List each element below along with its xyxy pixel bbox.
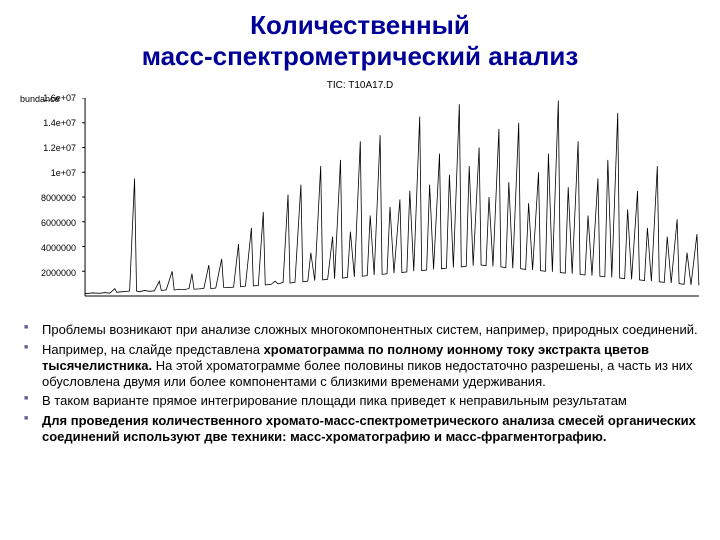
ytick-label: 8000000 <box>20 193 76 203</box>
ytick-label: 2000000 <box>20 268 76 278</box>
title-line2: масс-спектрометрический анализ <box>142 41 579 71</box>
chart-plot <box>80 98 700 298</box>
ytick-label: 1e+07 <box>20 168 76 178</box>
bullet-list: Проблемы возникают при анализе сложных м… <box>20 322 700 445</box>
bullet-item: В таком варианте прямое интегрирование п… <box>24 393 700 409</box>
title-line1: Количественный <box>250 10 470 40</box>
bullet-item: Для проведения количественного хромато-м… <box>24 413 700 446</box>
bullet-item: Проблемы возникают при анализе сложных м… <box>24 322 700 338</box>
chart-title: TIC: T10A17.D <box>327 80 394 91</box>
ytick-label: 1.2e+07 <box>20 143 76 153</box>
bullet-item: Например, на слайде представлена хромато… <box>24 342 700 391</box>
slide-title: Количественный масс-спектрометрический а… <box>20 10 700 72</box>
chromatogram-chart: TIC: T10A17.D bundance 1.6e+071.4e+071.2… <box>20 80 700 310</box>
ytick-label: 6000000 <box>20 218 76 228</box>
ytick-label: 1.6e+07 <box>20 93 76 103</box>
ytick-label: 4000000 <box>20 243 76 253</box>
ytick-label: 1.4e+07 <box>20 118 76 128</box>
